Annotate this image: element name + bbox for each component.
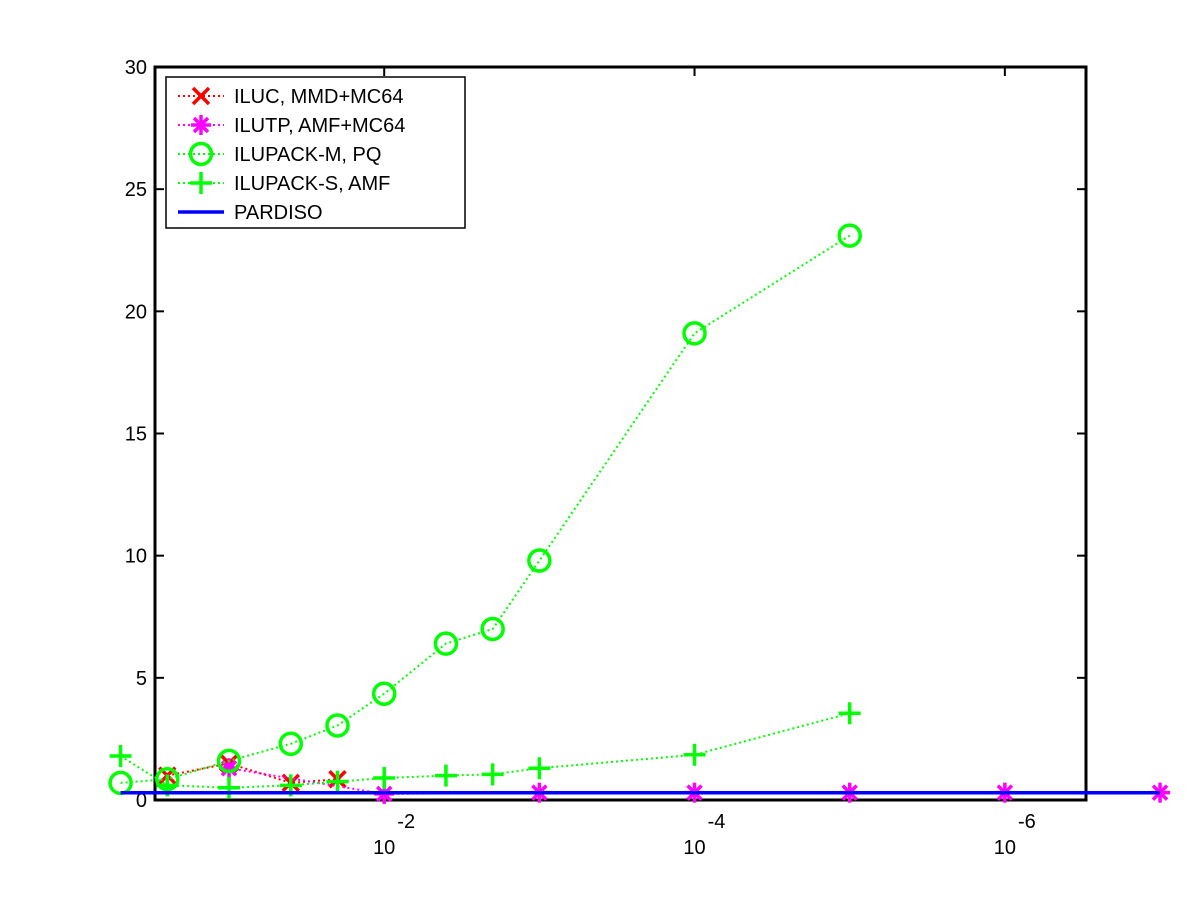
y-tick-label: 10 [125, 546, 147, 568]
legend-label-2: ILUPACK-M, PQ [234, 144, 381, 166]
data-point-series-2 [371, 681, 397, 706]
legend-marker-0 [191, 86, 211, 106]
x-tick-label-base: 10 [994, 837, 1016, 859]
series-line-3 [120, 712, 850, 789]
y-tick-label: 20 [125, 301, 147, 323]
data-point-series-2 [837, 223, 862, 248]
legend-box [165, 76, 466, 229]
data-point-series-2 [682, 321, 707, 346]
legend-label-1: ILUTP, AMF+MC64 [234, 115, 405, 137]
data-point-series-2 [433, 631, 459, 656]
y-tick-label: 0 [136, 790, 147, 812]
x-tick-label-base: 10 [373, 837, 395, 859]
data-point-series-2 [480, 616, 505, 642]
legend-marker-1 [191, 115, 211, 135]
data-point-series-3 [683, 743, 706, 766]
data-point-series-3 [373, 767, 396, 790]
legend: ILUC, MMD+MC64 ILUTP, AMF+MC64 ILUPACK-M, … [165, 76, 466, 229]
data-point-series-3 [326, 770, 349, 793]
data-point-series-2 [278, 731, 304, 757]
data-point-series-3 [218, 776, 241, 799]
legend-label-3: ILUPACK-S, AMF [234, 173, 390, 195]
x-tick-label-exponent: -2 [397, 811, 415, 833]
data-point-series-2 [325, 713, 350, 738]
x-tick-label-exponent: -6 [1018, 811, 1036, 833]
data-point-series-2 [108, 770, 133, 796]
data-point-series-3 [434, 764, 457, 787]
y-tick-label: 25 [125, 179, 147, 201]
data-point-series-3 [109, 745, 132, 768]
y-tick-label: 30 [125, 57, 147, 79]
data-point-series-2 [527, 548, 552, 573]
x-tick-label-exponent: -4 [708, 811, 726, 833]
legend-label-4: PARDISO [234, 202, 323, 224]
series-line-2 [120, 234, 851, 784]
series-line-0 [167, 762, 338, 784]
legend-marker-3 [190, 172, 212, 194]
y-tick-label: 5 [136, 668, 147, 690]
legend-label-0: ILUC, MMD+MC64 [234, 86, 403, 108]
data-point-series-3 [528, 757, 551, 780]
data-point-series-3 [838, 702, 861, 725]
legend-marker-2 [188, 141, 214, 167]
data-point-series-3 [481, 763, 504, 786]
y-tick-label: 15 [125, 424, 147, 446]
x-tick-label-base: 10 [683, 837, 705, 859]
data-point-series-2 [216, 748, 242, 774]
